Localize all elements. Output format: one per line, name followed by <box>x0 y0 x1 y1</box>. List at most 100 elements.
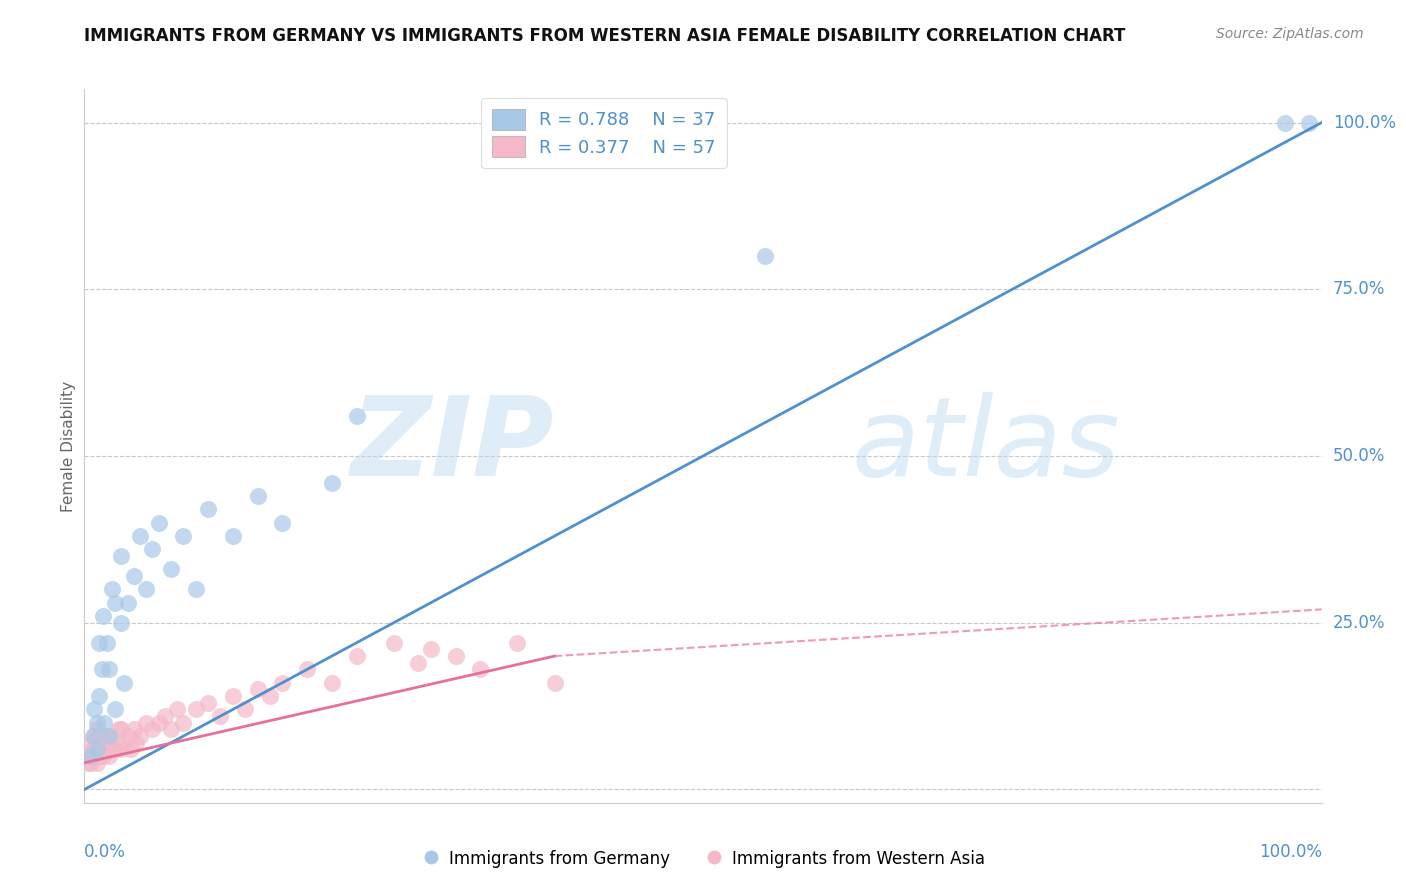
Point <box>83 749 105 764</box>
Point <box>184 582 207 597</box>
Text: 100.0%: 100.0% <box>1258 843 1322 861</box>
Point <box>148 715 170 730</box>
Point <box>141 542 163 557</box>
Point <box>110 742 132 756</box>
Point <box>408 656 430 670</box>
Point <box>135 715 157 730</box>
Point <box>259 689 281 703</box>
Point <box>91 609 114 624</box>
Point <box>246 682 269 697</box>
Point <box>98 749 121 764</box>
Point <box>86 742 108 756</box>
Point <box>100 582 122 597</box>
Point <box>197 502 219 516</box>
Point <box>148 516 170 530</box>
Point <box>112 736 135 750</box>
Point <box>110 615 132 630</box>
Point <box>82 742 104 756</box>
Y-axis label: Female Disability: Female Disability <box>60 380 76 512</box>
Point <box>197 696 219 710</box>
Point <box>98 662 121 676</box>
Point <box>90 662 112 676</box>
Point <box>122 569 145 583</box>
Point <box>98 729 121 743</box>
Point <box>346 409 368 423</box>
Point <box>79 736 101 750</box>
Point <box>382 636 405 650</box>
Point <box>470 662 492 676</box>
Point <box>89 736 111 750</box>
Point <box>84 742 107 756</box>
Point <box>125 736 148 750</box>
Point <box>86 723 108 737</box>
Point <box>89 749 111 764</box>
Point <box>112 675 135 690</box>
Point <box>222 529 245 543</box>
Point <box>153 709 176 723</box>
Text: 100.0%: 100.0% <box>1333 113 1396 131</box>
Point <box>77 756 100 770</box>
Point <box>346 649 368 664</box>
Point <box>89 689 111 703</box>
Point <box>110 723 132 737</box>
Point <box>184 702 207 716</box>
Text: 0.0%: 0.0% <box>84 843 127 861</box>
Point <box>160 723 183 737</box>
Point <box>90 742 112 756</box>
Point <box>104 702 127 716</box>
Point <box>86 742 108 756</box>
Point <box>141 723 163 737</box>
Point <box>86 756 108 770</box>
Point <box>172 715 194 730</box>
Text: 75.0%: 75.0% <box>1333 280 1385 298</box>
Point <box>110 549 132 563</box>
Point <box>160 562 183 576</box>
Legend: Immigrants from Germany, Immigrants from Western Asia: Immigrants from Germany, Immigrants from… <box>415 843 991 875</box>
Point <box>1274 115 1296 129</box>
Point <box>129 529 152 543</box>
Point <box>129 729 152 743</box>
Point <box>94 742 117 756</box>
Point <box>117 596 139 610</box>
Point <box>122 723 145 737</box>
Point <box>209 709 232 723</box>
Point <box>117 729 139 743</box>
Point <box>543 675 565 690</box>
Point <box>83 702 105 716</box>
Text: atlas: atlas <box>852 392 1121 500</box>
Text: Source: ZipAtlas.com: Source: ZipAtlas.com <box>1216 27 1364 41</box>
Point <box>135 582 157 597</box>
Point <box>321 475 343 490</box>
Point <box>444 649 467 664</box>
Point <box>83 729 105 743</box>
Point <box>104 596 127 610</box>
Point <box>93 715 115 730</box>
Point <box>233 702 256 716</box>
Point <box>321 675 343 690</box>
Point <box>1298 115 1320 129</box>
Point <box>93 729 115 743</box>
Legend: R = 0.788    N = 37, R = 0.377    N = 57: R = 0.788 N = 37, R = 0.377 N = 57 <box>481 98 727 168</box>
Point <box>754 249 776 263</box>
Point <box>79 749 101 764</box>
Point <box>419 642 441 657</box>
Point <box>120 742 142 756</box>
Point <box>91 749 114 764</box>
Point <box>506 636 529 650</box>
Text: 25.0%: 25.0% <box>1333 614 1385 632</box>
Point <box>79 749 101 764</box>
Point <box>104 742 127 756</box>
Point <box>172 529 194 543</box>
Point <box>80 749 103 764</box>
Point <box>98 729 121 743</box>
Text: 50.0%: 50.0% <box>1333 447 1385 465</box>
Point <box>222 689 245 703</box>
Point <box>86 715 108 730</box>
Point <box>96 736 118 750</box>
Point <box>295 662 318 676</box>
Text: IMMIGRANTS FROM GERMANY VS IMMIGRANTS FROM WESTERN ASIA FEMALE DISABILITY CORREL: IMMIGRANTS FROM GERMANY VS IMMIGRANTS FR… <box>84 27 1126 45</box>
Point <box>82 729 104 743</box>
Point <box>271 516 294 530</box>
Point <box>79 756 101 770</box>
Point <box>89 636 111 650</box>
